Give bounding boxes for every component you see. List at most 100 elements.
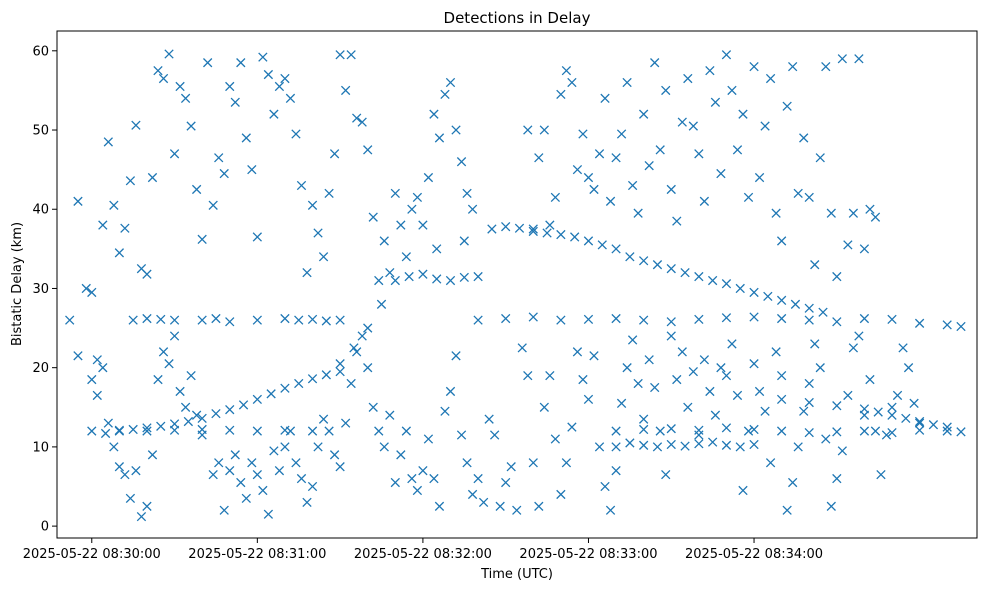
data-point — [153, 374, 163, 385]
data-point — [545, 370, 555, 381]
data-point — [407, 473, 417, 484]
data-point — [103, 418, 113, 428]
data-point — [211, 313, 221, 324]
data-point — [865, 374, 875, 385]
data-point — [230, 450, 240, 460]
data-point — [321, 316, 331, 326]
data-point — [707, 437, 718, 447]
data-point — [782, 101, 792, 111]
data-point — [942, 320, 952, 330]
data-point — [749, 312, 759, 322]
data-point — [528, 224, 538, 234]
data-point — [556, 229, 566, 240]
data-point — [638, 315, 649, 325]
data-point — [459, 236, 469, 246]
y-tick-label: 10 — [32, 440, 49, 455]
data-point — [545, 220, 555, 230]
data-point — [147, 172, 158, 183]
data-point — [721, 423, 732, 433]
data-point — [385, 267, 395, 278]
data-point — [707, 275, 718, 286]
data-point — [302, 267, 312, 278]
data-point — [238, 400, 249, 410]
data-point — [793, 442, 803, 452]
data-point — [655, 426, 665, 436]
data-point — [225, 466, 235, 476]
data-point — [197, 430, 207, 440]
data-point — [765, 73, 776, 84]
data-point — [131, 466, 141, 476]
data-point — [804, 378, 814, 389]
data-point — [263, 69, 274, 80]
data-point — [611, 442, 621, 452]
data-point — [280, 383, 290, 393]
data-point — [186, 370, 196, 381]
data-point — [721, 313, 732, 323]
data-point — [738, 485, 748, 496]
x-tick-label: 2025-05-22 08:32:00 — [354, 547, 492, 562]
data-point — [542, 228, 552, 238]
data-point — [567, 422, 577, 432]
data-point — [197, 413, 207, 424]
data-point — [650, 382, 660, 393]
data-point — [191, 184, 202, 195]
data-point — [128, 424, 138, 435]
data-point — [487, 224, 497, 234]
data-point — [721, 50, 732, 60]
data-point — [683, 402, 693, 412]
data-point — [638, 440, 649, 450]
data-point — [429, 109, 439, 119]
data-point — [572, 164, 583, 175]
data-point — [743, 192, 754, 203]
data-point — [318, 414, 329, 424]
data-point — [73, 196, 83, 206]
data-point — [848, 343, 859, 353]
data-point — [219, 505, 229, 515]
data-point — [611, 313, 621, 324]
data-point — [169, 149, 180, 159]
data-point — [142, 426, 152, 436]
data-point — [611, 426, 621, 436]
data-point — [164, 359, 174, 369]
data-point — [514, 223, 525, 233]
data-point — [335, 359, 345, 369]
data-point — [401, 426, 412, 436]
data-point — [302, 497, 312, 508]
data-point — [583, 394, 594, 405]
data-point — [280, 313, 290, 324]
data-point — [749, 424, 759, 435]
data-point — [241, 493, 251, 504]
data-point — [550, 434, 561, 444]
data-point — [92, 355, 102, 365]
data-point — [98, 363, 108, 373]
data-point — [445, 386, 456, 397]
data-point — [363, 323, 373, 333]
data-point — [881, 430, 892, 440]
data-point — [340, 418, 351, 428]
data-point — [754, 386, 765, 397]
data-point — [870, 426, 881, 436]
data-point — [374, 426, 384, 436]
data-point — [451, 351, 461, 361]
data-point — [763, 291, 773, 302]
data-point — [605, 505, 616, 515]
data-point — [125, 493, 136, 504]
data-point — [666, 317, 676, 327]
data-point — [810, 339, 820, 349]
data-point — [142, 501, 152, 511]
data-point — [429, 473, 439, 484]
data-point — [180, 93, 191, 103]
data-point — [98, 220, 108, 230]
data-point — [349, 343, 359, 353]
x-axis: 2025-05-22 08:30:00 2025-05-22 08:31:00 20… — [23, 538, 823, 562]
data-point — [843, 240, 853, 250]
data-point — [484, 414, 494, 424]
data-point — [324, 188, 334, 199]
data-point — [605, 196, 616, 206]
data-point — [340, 85, 351, 96]
data-point — [600, 93, 610, 103]
data-point — [821, 434, 831, 444]
data-point — [528, 312, 538, 322]
